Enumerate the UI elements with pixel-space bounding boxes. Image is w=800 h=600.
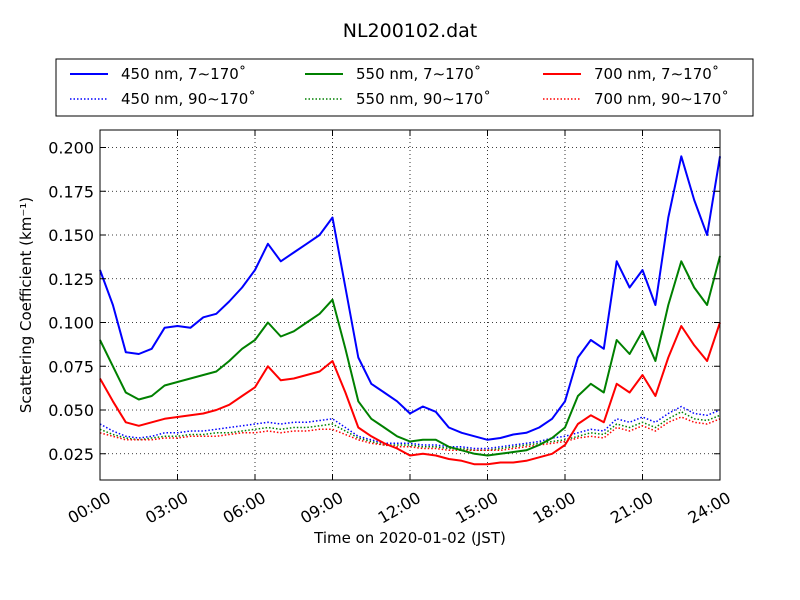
chart-title: NL200102.dat [343, 20, 478, 42]
grid-lines [100, 130, 720, 480]
legend-label-1: 550 nm, 7∼170˚ [356, 65, 481, 83]
x-axis-title: Time on 2020-01-02 (JST) [313, 529, 506, 547]
legend-frame [55, 58, 754, 117]
series-line-0 [99, 155, 721, 441]
series-line-1 [99, 255, 721, 457]
series-line-4 [99, 411, 721, 452]
y-axis-title: Scattering Coefficient (km⁻¹) [17, 197, 35, 413]
legend-label-0: 450 nm, 7∼170˚ [121, 65, 246, 83]
series-layer [99, 155, 721, 466]
y-tick-label: 0.200 [48, 139, 94, 158]
y-tick-label: 0.100 [48, 314, 94, 333]
legend-label-4: 550 nm, 90∼170˚ [356, 90, 491, 108]
y-tick-label: 0.025 [48, 445, 94, 464]
legend-label-5: 700 nm, 90∼170˚ [594, 90, 729, 108]
series-line-2 [99, 322, 721, 466]
y-tick-label: 0.075 [48, 357, 94, 376]
legend-label-3: 450 nm, 90∼170˚ [121, 90, 256, 108]
y-tick-label: 0.150 [48, 226, 94, 245]
legend: 450 nm, 7∼170˚ 550 nm, 7∼170˚ 700 nm, 7∼17… [55, 58, 754, 117]
legend-label-2: 700 nm, 7∼170˚ [594, 65, 719, 83]
y-tick-label: 0.050 [48, 401, 94, 420]
y-tick-label: 0.125 [48, 270, 94, 289]
y-tick-label: 0.175 [48, 182, 94, 201]
